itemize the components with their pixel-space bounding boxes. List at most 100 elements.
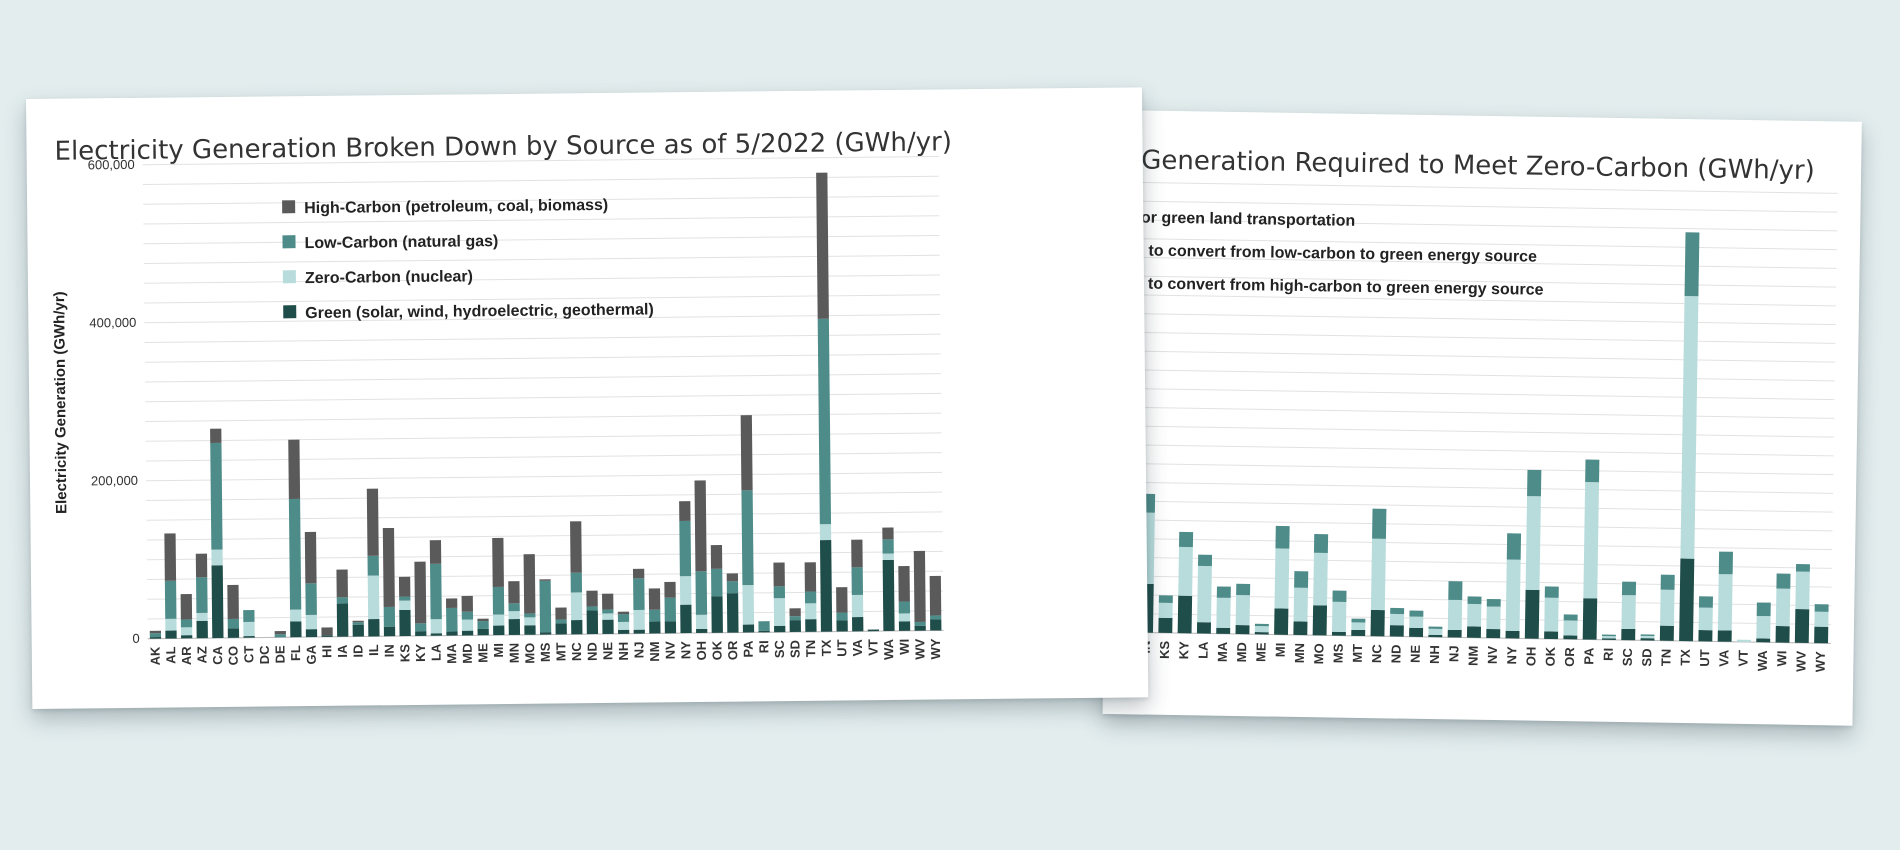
bar-segment-mn: [1294, 571, 1309, 588]
bar-segment-md: [461, 611, 474, 620]
bar-segment-ok: [710, 545, 723, 569]
bar-segment-md: [1235, 625, 1250, 635]
x-tick-label: PA: [1581, 647, 1596, 665]
bar-segment-co: [227, 584, 239, 619]
bar-segment-mt: [1351, 618, 1366, 623]
gridline: [1102, 575, 1832, 588]
bar-segment-ne: [602, 609, 614, 614]
bar-segment-mn: [1293, 587, 1309, 622]
gridline: [1102, 406, 1835, 419]
bar-segment-nj: [1447, 629, 1462, 638]
gridline: [143, 254, 940, 265]
bar-segment-ms: [539, 579, 551, 581]
x-tick-label: AR: [179, 646, 194, 666]
bar-segment-in: [383, 626, 396, 637]
bar-segment-nh: [617, 613, 630, 622]
bar-segment-de: [274, 634, 286, 638]
bar-segment-la: [1197, 554, 1213, 567]
x-tick-label: GA: [304, 644, 319, 664]
bar-segment-ia: [336, 569, 348, 598]
gridline: [1102, 312, 1836, 326]
bar-segment-ne: [602, 593, 614, 610]
bar-segment-ct: [243, 609, 255, 622]
bar-segment-or: [726, 593, 739, 633]
zero-carbon-requirement-chart: IDILINKSKYLAMAMDMEMIMNMOMSMTNCNDNENHNJNM…: [1102, 181, 1838, 673]
bar-segment-me: [1254, 626, 1269, 633]
gridline: [144, 373, 941, 383]
bar-segment-nd: [1389, 613, 1405, 626]
bar-segment-or: [726, 573, 739, 582]
gridline: [145, 412, 942, 423]
generation-by-source-chart-card: Electricity Generation Broken Down by So…: [26, 87, 1149, 709]
gridline: [142, 175, 939, 186]
gridline: [1103, 256, 1837, 269]
bar-segment-pa: [741, 490, 754, 586]
gridline: [1103, 237, 1837, 251]
x-tick-label: VA: [1716, 649, 1731, 667]
bar-segment-nh: [1428, 634, 1443, 638]
gridline: [144, 333, 941, 344]
gridline: [1102, 481, 1834, 494]
bar-segment-ne: [1409, 610, 1424, 617]
bar-segment-nh: [1428, 628, 1443, 636]
bar-segment-wa: [1756, 602, 1771, 617]
bar-segment-vt: [1736, 639, 1751, 643]
gridline: [1103, 275, 1837, 288]
bar-segment-nh: [617, 611, 630, 615]
x-tick-label: KS: [1157, 640, 1172, 659]
x-tick-label: ND: [1388, 644, 1403, 663]
bar-segment-mn: [508, 619, 521, 635]
gridline: [1102, 368, 1835, 382]
bar-segment-nv: [664, 581, 676, 598]
bar-segment-wv: [913, 550, 926, 623]
bar-segment-wy: [930, 619, 942, 631]
bar-segment-nj: [632, 568, 645, 579]
zero-carbon-requirement-chart-card: Generation Required to Meet Zero-Carbon …: [1102, 110, 1862, 726]
bar-segment-or: [726, 581, 739, 594]
bar-segment-ma: [446, 607, 458, 632]
bar-segment-wy: [1814, 604, 1829, 612]
bar-segment-ri: [1601, 638, 1616, 640]
legend-label: High-Carbon (petroleum, coal, biomass): [304, 197, 608, 217]
bar-segment-fl: [288, 498, 302, 610]
x-tick-label: HI: [319, 645, 334, 658]
bar-segment-tx: [816, 172, 829, 319]
bar-segment-mt: [555, 607, 567, 620]
bar-segment-ak: [149, 630, 162, 634]
bar-segment-va: [852, 617, 864, 632]
bar-segment-mt: [555, 623, 567, 635]
x-tick-label: SC: [772, 639, 787, 658]
x-tick-label: WV: [912, 638, 927, 659]
x-tick-label: MS: [538, 642, 553, 662]
bar-segment-me: [477, 618, 489, 622]
bar-segment-tn: [805, 619, 817, 632]
bar-segment-nh: [617, 621, 630, 630]
gridline: [145, 471, 942, 482]
x-tick-label: ME: [1253, 642, 1268, 662]
bar-segment-wi: [1776, 573, 1791, 589]
gridline: [1102, 462, 1834, 476]
bar-segment-wa: [882, 527, 894, 540]
bar-segment-ms: [1331, 631, 1346, 636]
bar-segment-az: [196, 577, 208, 613]
y-tick-label: 600,000: [88, 157, 135, 172]
bar-segment-la: [429, 540, 442, 564]
bar-segment-sc: [774, 625, 786, 633]
gridline: [146, 511, 943, 521]
bar-segment-sd: [789, 616, 801, 621]
bar-segment-ut: [836, 587, 848, 613]
x-tick-label: SD: [1639, 648, 1654, 666]
bar-segment-oh: [695, 571, 708, 615]
bar-segment-ne: [1409, 616, 1424, 628]
bar-segment-ne: [1409, 627, 1424, 637]
x-tick-label: ND: [585, 642, 600, 661]
bar-segment-ga: [305, 583, 317, 615]
x-tick-label: WY: [1813, 651, 1828, 673]
bar-segment-al: [165, 618, 177, 631]
bar-segment-ms: [1332, 601, 1347, 632]
bar-segment-sc: [1621, 628, 1636, 641]
bar-segment-nc: [1370, 538, 1386, 611]
x-tick-label: MN: [1292, 643, 1307, 663]
bar-segment-md: [1236, 583, 1251, 596]
x-tick-label: MT: [1350, 644, 1365, 663]
